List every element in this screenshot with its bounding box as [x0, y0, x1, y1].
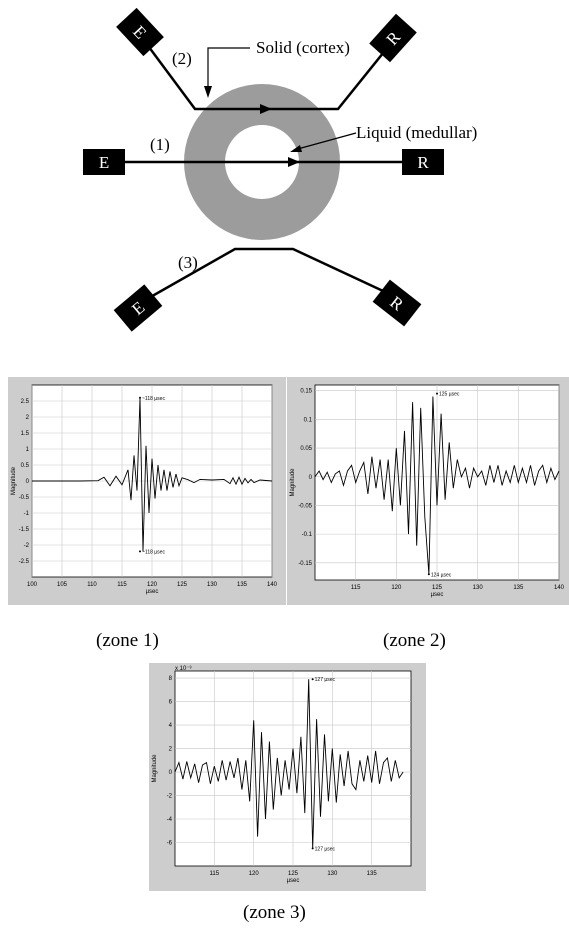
y-tick-label: -2.5 [19, 559, 30, 565]
transducer-diagram: E R E R E R (1) (2) (3) Solid (cortex) L… [83, 7, 477, 332]
x-tick-label: 135 [367, 871, 378, 877]
plot-zone-2-svg: 115 120 125 130 135 140 -0.15 -0.1 -0.05 0 0.05 0.1… [290, 384, 565, 598]
peak-annotation: ~118 µsec [142, 396, 165, 402]
peak-marker [311, 847, 314, 850]
y-scale-label: x 10⁻³ [175, 666, 192, 672]
emitter-box-bottom: E [113, 284, 163, 332]
peak-marker [311, 678, 314, 681]
solid-pointer-arrowhead [204, 86, 212, 98]
x-tick-label: 130 [207, 582, 218, 588]
y-tick-label: 8 [169, 676, 173, 682]
peak-annotation: 125 µsec [439, 392, 460, 398]
x-tick-label: 135 [513, 585, 524, 591]
x-tick-label: 120 [147, 582, 158, 588]
peak-marker [427, 573, 430, 576]
emitter-box-top: E [116, 7, 164, 57]
x-tick-label: 120 [391, 585, 402, 591]
y-tick-label: 0.05 [300, 446, 312, 452]
liquid-label-pointer [293, 132, 357, 151]
path-1-arrow [288, 157, 300, 167]
x-axis-label: µsec [431, 592, 444, 598]
x-tick-label: 120 [249, 871, 260, 877]
peak-annotation: ~118 µsec [142, 549, 165, 555]
x-tick-label: 100 [27, 582, 38, 588]
y-axis-label: Magnitude [11, 466, 17, 495]
caption-zone-1: (zone 1) [96, 630, 159, 651]
emitter-label-middle: E [99, 153, 109, 172]
y-tick-label: -0.05 [298, 503, 312, 509]
liquid-pointer-arrowhead [290, 145, 302, 152]
waveform-line [32, 397, 273, 552]
y-tick-label: 4 [169, 723, 173, 729]
path-label-1: (1) [150, 135, 170, 154]
path-2-arrow [260, 104, 272, 114]
emitter-box-middle: E [83, 149, 125, 175]
x-tick-label: 140 [267, 582, 278, 588]
x-tick-label: 115 [351, 585, 361, 591]
x-tick-label: 105 [57, 582, 68, 588]
peak-annotation: 127 µsec [315, 846, 336, 852]
y-tick-label: 2 [26, 415, 30, 421]
y-tick-label: 0.5 [21, 463, 30, 469]
x-tick-label: 125 [177, 582, 188, 588]
plot-zone-2: 115 120 125 130 135 140 -0.15 -0.1 -0.05 0 0.05 0.1… [287, 377, 569, 605]
waveform-line [174, 679, 404, 849]
y-tick-label: -0.1 [302, 532, 313, 538]
y-tick-label: -0.5 [19, 495, 30, 501]
y-tick-label: -2 [24, 543, 30, 549]
x-axis-label: µsec [287, 878, 300, 884]
x-tick-label: 115 [117, 582, 127, 588]
caption-zone-2: (zone 2) [383, 630, 446, 651]
y-tick-label: 0 [169, 770, 173, 776]
path-label-3: (3) [178, 253, 198, 272]
y-tick-label: 0 [309, 475, 313, 481]
plot-zone-1-svg: 100 105 110 115 120 125 130 135 140-2.5-2-1.5-1-… [11, 384, 278, 595]
path-3-line [139, 247, 399, 305]
peak-marker [436, 392, 438, 395]
y-tick-label: 2.5 [21, 399, 30, 405]
peak-marker [139, 550, 141, 553]
x-tick-label: 135 [237, 582, 248, 588]
peak-annotation: 127 µsec [315, 677, 336, 683]
x-tick-label: 130 [327, 871, 338, 877]
y-axis-label: Magnitude [290, 468, 296, 497]
x-tick-label: 110 [87, 582, 97, 588]
liquid-medullar-label: Liquid (medullar) [356, 123, 477, 142]
plot-zone-1: 100 105 110 115 120 125 130 135 140 -2.5 -2 -1.5 -1-… [8, 377, 286, 605]
y-tick-label: 0.1 [304, 417, 313, 423]
y-tick-label: -4 [167, 817, 173, 823]
receiver-box-bottom: R [372, 279, 422, 327]
receiver-box-top: R [369, 13, 417, 63]
waveform-line [314, 396, 560, 575]
y-tick-label: -6 [167, 841, 173, 847]
x-tick-label: 115 [210, 871, 220, 877]
x-axis-label: µsec [146, 589, 159, 595]
solid-cortex-label: Solid (cortex) [256, 38, 350, 57]
y-tick-label: 0 [26, 479, 30, 485]
caption-zone-3: (zone 3) [243, 902, 306, 923]
y-tick-label: -0.15 [298, 561, 312, 567]
y-tick-label: -1 [24, 511, 30, 517]
x-tick-label: 125 [288, 871, 299, 877]
receiver-label-middle: R [417, 153, 429, 172]
plot-zone-3: 115 120 125 130 135 -6 -4 -2 0 2 4 6 8 µsec Magnitude x… [149, 663, 426, 891]
y-axis-label: Magnitude [152, 754, 158, 783]
x-tick-label: 125 [432, 585, 443, 591]
plot-zone-3-svg: 115 120 125 130 135 -6 -4 -2 0 2 4 6 8 µsec Magnitude x… [152, 666, 412, 884]
x-tick-label: 140 [554, 585, 565, 591]
y-tick-label: 0.15 [300, 389, 312, 395]
path-label-2: (2) [172, 49, 192, 68]
y-tick-label: -2 [167, 794, 173, 800]
receiver-box-middle: R [402, 149, 444, 175]
solid-label-pointer [207, 47, 250, 88]
x-tick-label: 130 [473, 585, 484, 591]
y-tick-label: 1 [26, 447, 30, 453]
y-tick-label: 1.5 [21, 431, 30, 437]
y-tick-label: 2 [169, 747, 173, 753]
y-tick-label: 6 [169, 700, 173, 706]
peak-annotation: 124 µsec [431, 572, 452, 578]
peak-marker [139, 396, 141, 399]
y-tick-label: -1.5 [19, 527, 30, 533]
